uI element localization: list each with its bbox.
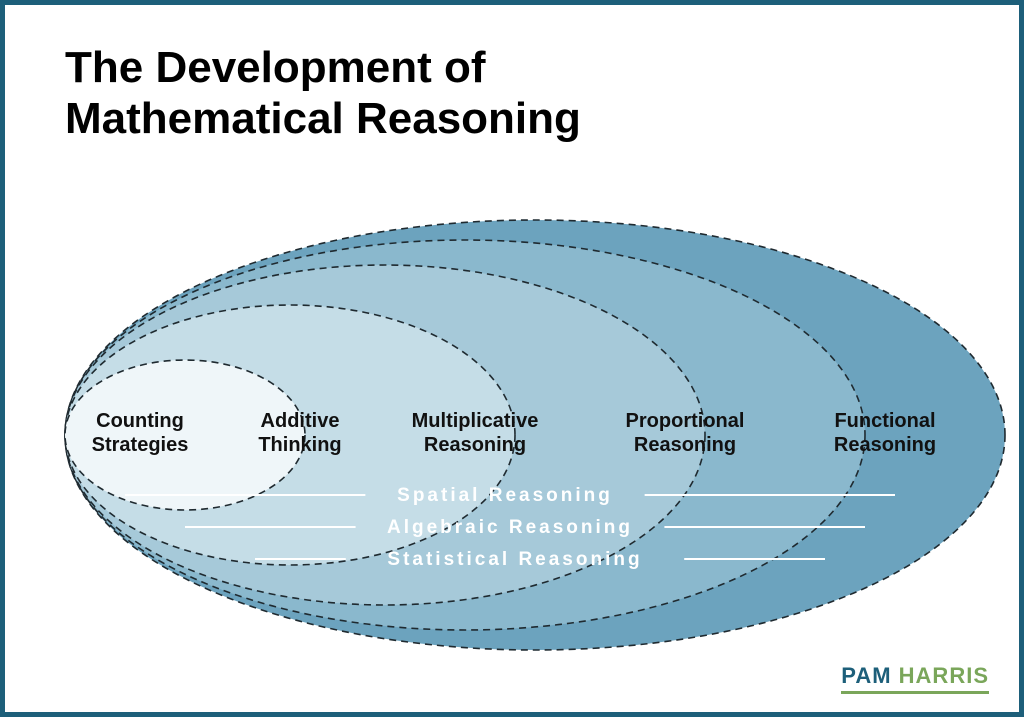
nested-ellipse-diagram: CountingStrategiesAdditiveThinkingMultip… xyxy=(5,5,1019,712)
logo-underline xyxy=(841,691,989,694)
cross-cutting-label: Algebraic Reasoning xyxy=(387,517,633,538)
logo-pam: PAM xyxy=(841,663,891,688)
diagram-frame: The Development of Mathematical Reasonin… xyxy=(0,0,1024,717)
logo-harris: HARRIS xyxy=(892,663,989,688)
cross-cutting-label: Statistical Reasoning xyxy=(387,549,642,570)
cross-cutting-label: Spatial Reasoning xyxy=(397,485,613,506)
brand-logo: PAM HARRIS xyxy=(841,663,989,694)
